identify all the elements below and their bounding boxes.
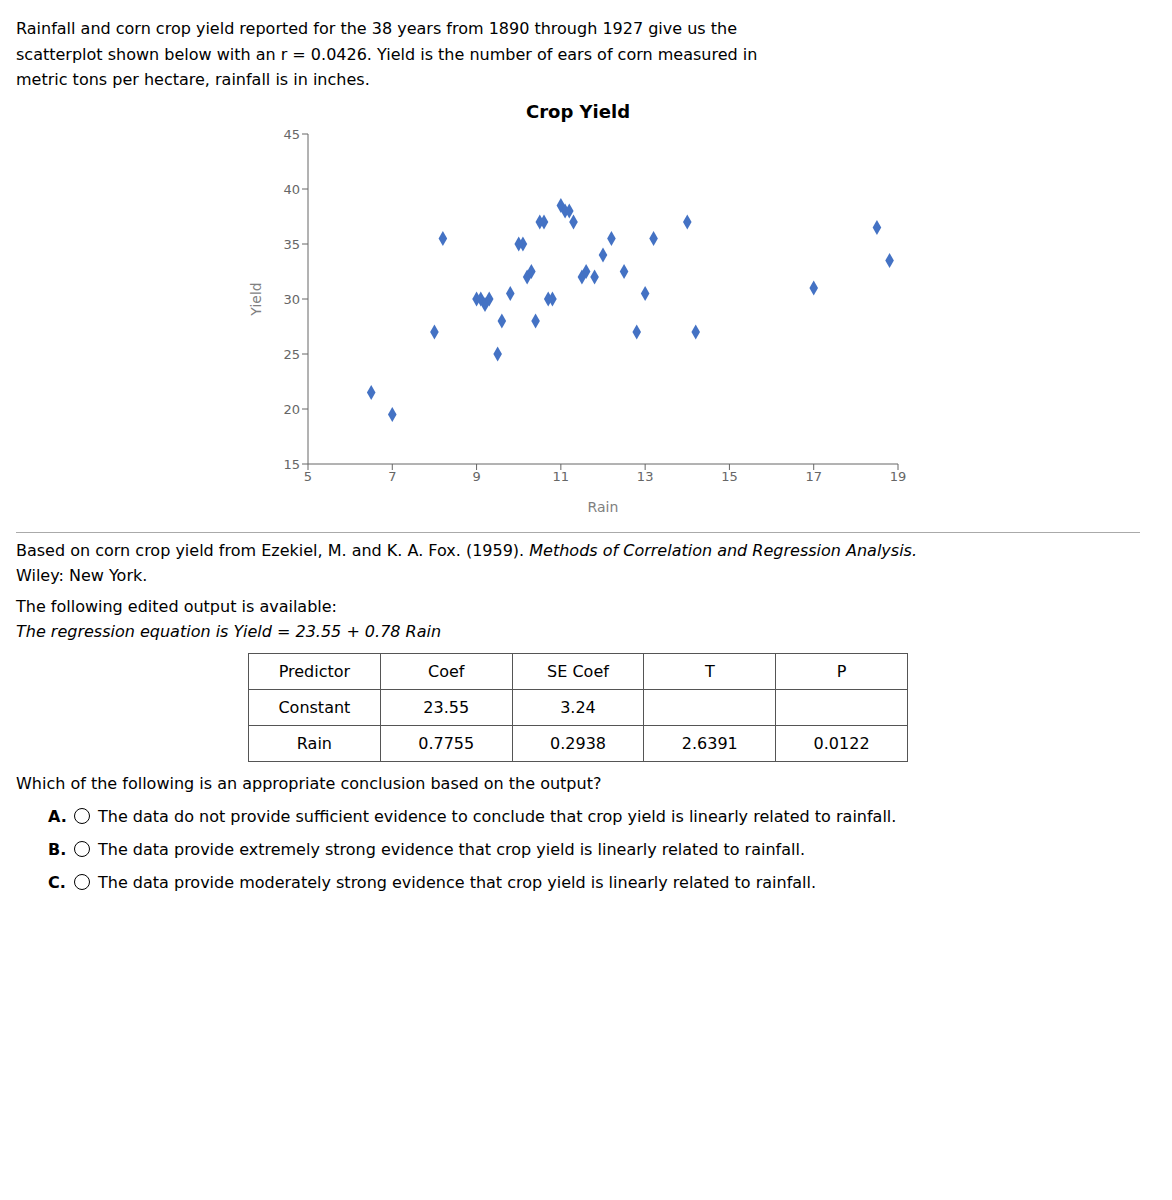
html-text:The regression equation is Yie: The regression equation is Yield = 23.55… [16, 621, 442, 641]
html-text:C.: C. [48, 872, 66, 892]
html-text:The data provide extremely str: The data provide extremely strong eviden… [98, 839, 805, 859]
svg-text:7: 7 [388, 469, 396, 484]
html-text:The following edited output is: The following edited output is available… [16, 596, 337, 616]
svg-text:15: 15 [721, 469, 738, 484]
svg-text:19: 19 [890, 469, 907, 484]
html-text:0.7755: 0.7755 [418, 733, 475, 753]
html-text:Based on corn crop yield from: Based on corn crop yield from Ezekiel, M… [16, 540, 917, 560]
svg-text:17: 17 [805, 469, 822, 484]
html-text:B.: B. [48, 839, 67, 859]
html-text:0.2938: 0.2938 [550, 733, 606, 753]
html-text:Constant: Constant [278, 697, 351, 717]
html-text:P: P [836, 661, 847, 681]
html-text:Which of the following is an a: Which of the following is an appropriate… [16, 773, 602, 793]
html-text:23.55: 23.55 [423, 697, 470, 717]
svg-text:5: 5 [304, 469, 312, 484]
html-text:Wiley: New York.: Wiley: New York. [16, 565, 148, 585]
html-text:T: T [704, 661, 715, 681]
html-text:2.6391: 2.6391 [681, 733, 738, 753]
html-text:3.24: 3.24 [560, 697, 596, 717]
svg-text:40: 40 [283, 181, 300, 196]
svg-text:15: 15 [283, 456, 300, 471]
html-text:SE Coef: SE Coef [547, 661, 609, 681]
html-text:Predictor: Predictor [278, 661, 351, 681]
html-text:A.: A. [48, 806, 67, 826]
html-text:Rainfall and corn crop yield r: Rainfall and corn crop yield reported fo… [16, 19, 758, 90]
svg-text:11: 11 [553, 469, 570, 484]
svg-text:9: 9 [472, 469, 480, 484]
html-text:The data do not provide suffic: The data do not provide sufficient evide… [98, 806, 897, 826]
html-text:0.0122: 0.0122 [813, 733, 870, 753]
html-text:Coef: Coef [428, 661, 465, 681]
svg-text:Rain: Rain [588, 499, 619, 515]
svg-text:45: 45 [283, 126, 300, 141]
svg-text:Yield: Yield [248, 282, 264, 316]
svg-text:20: 20 [283, 401, 300, 416]
svg-text:13: 13 [637, 469, 654, 484]
html-text:Rain: Rain [296, 733, 332, 753]
html-text:The data provide moderately st: The data provide moderately strong evide… [98, 872, 817, 892]
svg-text:35: 35 [283, 236, 300, 251]
html-text:Crop Yield: Crop Yield [526, 100, 630, 122]
svg-text:30: 30 [283, 291, 300, 306]
svg-text:25: 25 [283, 346, 300, 361]
